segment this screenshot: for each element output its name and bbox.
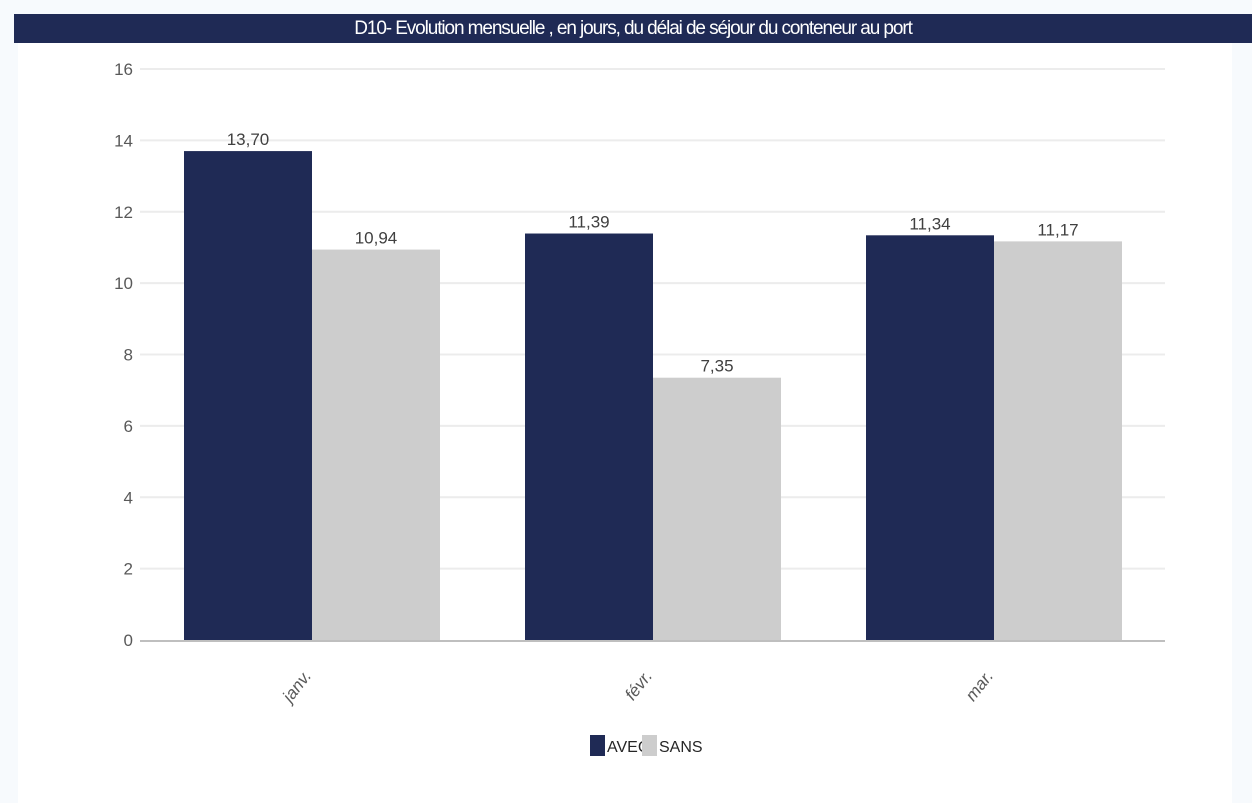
y-tick-label: 8 <box>124 346 133 365</box>
y-tick-label: 12 <box>114 203 133 222</box>
data-labels: 13,70 11,39 11,34 10,94 7,35 11,17 <box>227 130 1079 376</box>
y-tick-label: 16 <box>114 60 133 79</box>
x-axis-ticks: janv. févr. mar. <box>278 667 998 708</box>
data-label: 7,35 <box>700 357 733 376</box>
y-tick-label: 2 <box>124 560 133 579</box>
legend-label-avec: AVEC <box>607 739 649 756</box>
data-label: 13,70 <box>227 130 270 149</box>
legend-swatch-sans <box>642 735 657 756</box>
bar-avec <box>525 233 653 640</box>
chart-title: D10- Evolution mensuelle , en jours, du … <box>14 14 1252 43</box>
x-tick-label: mar. <box>962 667 998 705</box>
x-tick-label: févr. <box>621 667 656 704</box>
y-tick-label: 14 <box>114 131 133 150</box>
data-label: 11,39 <box>568 213 609 232</box>
data-label: 11,17 <box>1037 220 1078 239</box>
bars <box>184 151 1122 641</box>
y-tick-label: 0 <box>124 631 133 650</box>
data-label: 11,34 <box>909 214 950 233</box>
legend: AVEC SANS <box>590 735 703 756</box>
legend-label-sans: SANS <box>659 739 703 756</box>
y-axis-ticks: 0 2 4 6 8 10 12 14 16 <box>114 60 133 650</box>
bar-avec <box>184 151 312 641</box>
y-tick-label: 10 <box>114 274 133 293</box>
bar-sans <box>994 241 1122 641</box>
data-label: 10,94 <box>355 229 398 248</box>
bar-avec <box>866 235 994 640</box>
bar-sans <box>312 249 440 641</box>
bar-sans <box>653 377 781 640</box>
legend-swatch-avec <box>590 735 605 756</box>
y-tick-label: 4 <box>124 488 133 507</box>
x-tick-label: janv. <box>278 667 316 708</box>
y-tick-label: 6 <box>124 417 133 436</box>
